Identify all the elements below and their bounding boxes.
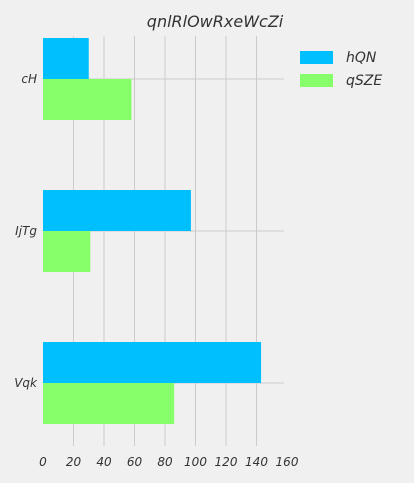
y-tick-label: Vqk (14, 376, 38, 390)
legend-label: qSZE (346, 73, 382, 89)
bar-hQN-IjTg (43, 190, 191, 231)
x-tick-label: 20 (66, 455, 82, 469)
y-axis: cH IjTg Vqk (14, 72, 38, 390)
x-tick-label: 40 (96, 455, 112, 469)
y-tick-label: cH (21, 72, 37, 86)
legend-label: hQN (346, 50, 377, 66)
x-tick-label: 140 (245, 455, 268, 469)
bars (43, 38, 262, 424)
legend-swatch-hQN (300, 51, 333, 64)
legend-swatch-qSZE (300, 74, 333, 87)
x-tick-label: 0 (39, 455, 47, 469)
chart-title: qnlRlOwRxeWcZi (147, 12, 284, 31)
x-tick-label: 160 (276, 455, 299, 469)
bar-qSZE-IjTg (43, 231, 91, 272)
x-tick-label: 80 (157, 455, 173, 469)
x-tick-label: 60 (127, 455, 143, 469)
y-tick-label: IjTg (15, 224, 37, 238)
x-axis: 0 20 40 60 80 100 120 140 160 (39, 455, 299, 469)
bar-hQN-cH (43, 38, 89, 79)
bar-qSZE-Vqk (43, 383, 175, 424)
bar-hQN-Vqk (43, 342, 262, 383)
x-tick-label: 100 (184, 455, 207, 469)
x-tick-label: 120 (215, 455, 238, 469)
bar-qSZE-cH (43, 79, 132, 120)
legend: hQN qSZE (300, 50, 382, 89)
